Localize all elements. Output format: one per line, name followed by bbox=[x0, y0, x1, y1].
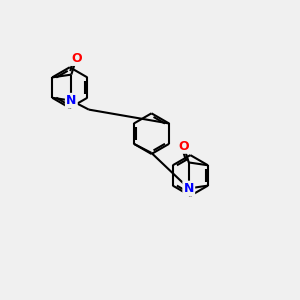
Text: N: N bbox=[66, 94, 76, 107]
Text: N: N bbox=[184, 182, 194, 195]
Text: O: O bbox=[71, 52, 82, 65]
Text: O: O bbox=[178, 140, 189, 153]
